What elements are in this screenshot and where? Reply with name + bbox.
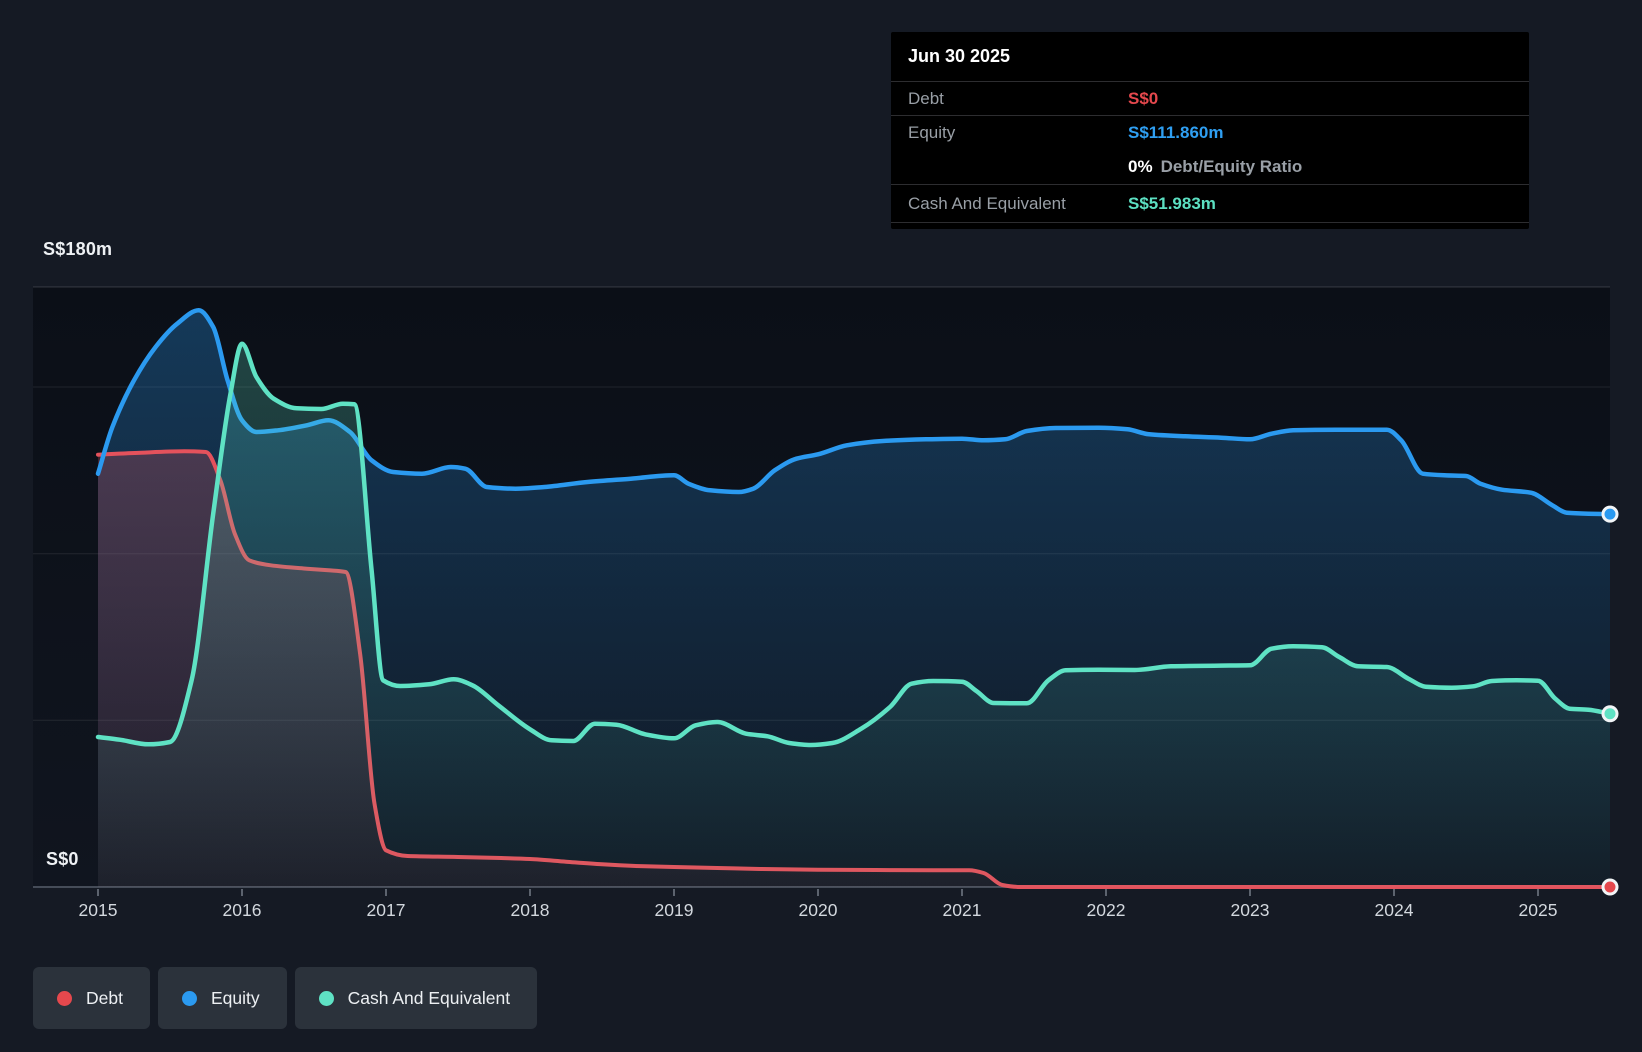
legend-item-cash[interactable]: Cash And Equivalent	[294, 967, 538, 1029]
cash-line	[95, 341, 1613, 748]
x-axis-label-2015: 2015	[78, 900, 118, 920]
x-axis-label-2020: 2020	[798, 900, 838, 920]
tooltip-debt-row: Debt S$0	[891, 82, 1529, 116]
x-axis-label-2022: 2022	[1086, 900, 1126, 920]
cash-area	[98, 343, 1610, 887]
y-axis-zero-label: S$0	[46, 849, 79, 869]
tooltip-cash-label: Cash And Equivalent	[908, 193, 1066, 213]
legend-item-debt[interactable]: Debt	[33, 967, 150, 1029]
tooltip-cash-row: Cash And Equivalent S$51.983m	[891, 185, 1529, 223]
legend-label-debt: Debt	[86, 987, 123, 1008]
tooltip-equity-row: Equity S$111.860m	[891, 116, 1529, 149]
tooltip-debt-value: S$0	[1128, 88, 1159, 108]
tooltip-ratio-row: 0% Debt/Equity Ratio	[891, 149, 1529, 185]
x-axis-label-2024: 2024	[1374, 900, 1414, 920]
debt-end-marker	[1601, 878, 1619, 896]
tooltip-debt-label: Debt	[908, 88, 944, 108]
tooltip-ratio-label: Debt/Equity Ratio	[1160, 156, 1303, 176]
legend: Debt Equity Cash And Equivalent	[33, 967, 538, 1029]
legend-label-equity: Equity	[210, 987, 260, 1008]
date-tooltip: Jun 30 2025 Debt S$0 Equity S$111.860m 0…	[891, 32, 1529, 229]
tooltip-ratio-value: 0%	[1128, 156, 1153, 176]
equity-end-marker	[1601, 505, 1619, 523]
cash-legend-dot-icon	[318, 990, 334, 1006]
x-axis-label-2023: 2023	[1230, 900, 1270, 920]
x-axis-label-2021: 2021	[942, 900, 982, 920]
x-axis-label-2019: 2019	[654, 900, 694, 920]
equity-legend-dot-icon	[181, 990, 197, 1006]
tooltip-equity-label: Equity	[908, 122, 956, 142]
y-axis-max-label: S$180m	[43, 239, 113, 259]
x-axis-label-2016: 2016	[222, 900, 262, 920]
x-axis-label-2017: 2017	[366, 900, 406, 920]
legend-label-cash: Cash And Equivalent	[347, 987, 511, 1008]
tooltip-cash-value: S$51.983m	[1128, 193, 1216, 213]
debt-legend-dot-icon	[57, 990, 72, 1006]
x-axis-label-2025: 2025	[1518, 900, 1558, 920]
cash-end-marker	[1601, 705, 1619, 723]
tooltip-date: Jun 30 2025	[891, 32, 1529, 82]
legend-item-equity[interactable]: Equity	[157, 967, 287, 1029]
tooltip-equity-value: S$111.860m	[1128, 122, 1224, 142]
x-axis-label-2018: 2018	[510, 900, 550, 920]
